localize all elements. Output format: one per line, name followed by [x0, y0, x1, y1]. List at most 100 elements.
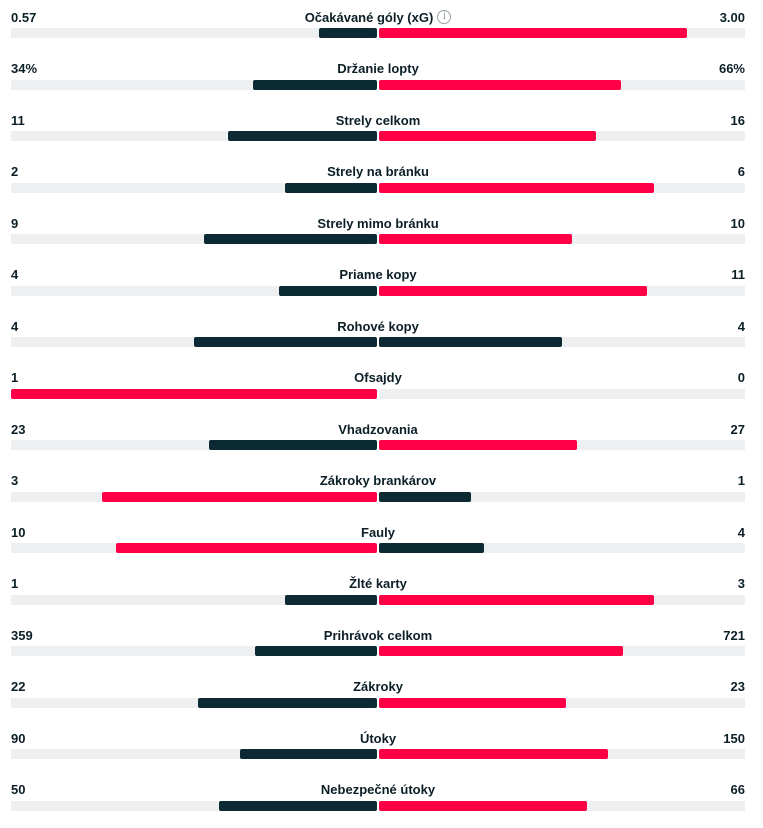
away-bar-track [379, 182, 745, 193]
away-bar-track [379, 646, 745, 656]
home-bar-track [11, 543, 377, 553]
home-bar-track [11, 234, 377, 244]
home-bar-track [11, 594, 377, 605]
away-bar-track [379, 491, 745, 502]
away-bar-track [379, 749, 745, 759]
stat-labels: 4 Rohové kopy 4 [11, 317, 745, 335]
home-bar-track [11, 182, 377, 193]
away-value: 1 [737, 473, 745, 488]
home-value: 90 [11, 730, 26, 746]
stat-name: Rohové kopy [11, 319, 745, 334]
stat-name-label: Strely na bránku [327, 164, 429, 179]
stat-row: 50 Nebezpečné útoky 66 [0, 781, 763, 821]
stat-row: 1 Žlté karty 3 [0, 575, 763, 615]
home-value: 2 [11, 164, 19, 179]
home-bar-track [11, 697, 377, 708]
away-bar-fill [379, 131, 596, 141]
stat-labels: 23 Vhadzovania 27 [11, 420, 745, 438]
stat-name-label: Útoky [359, 730, 397, 746]
stat-name-label: Ofsajdy [354, 370, 402, 385]
stat-name: Útoky [11, 731, 745, 746]
stat-name: Ofsajdy [11, 370, 745, 385]
away-value: 6 [737, 164, 745, 179]
away-bar-fill [379, 79, 621, 90]
stat-name-label: Držanie lopty [337, 61, 419, 76]
away-value: 27 [730, 421, 745, 437]
away-bar-track [379, 337, 745, 347]
home-bar-fill [279, 285, 377, 296]
home-value: 10 [11, 524, 26, 540]
home-value: 4 [11, 267, 19, 282]
stat-labels: 4 Priame kopy 11 [11, 266, 745, 284]
away-value: 150 [723, 730, 745, 746]
stat-labels: 34% Držanie lopty 66% [11, 60, 745, 78]
stat-name: Prihrávok celkom [11, 628, 745, 643]
stat-name-label: Prihrávok celkom [323, 627, 433, 643]
stat-name-label: Priame kopy [339, 267, 417, 282]
home-bar-track [11, 79, 377, 90]
info-icon[interactable]: i [437, 10, 452, 24]
stat-row: 90 Útoky 150 [0, 729, 763, 769]
away-value: 66 [730, 782, 745, 797]
stat-labels: 10 Fauly 4 [11, 523, 745, 541]
stat-row: 22 Zákroky 23 [0, 678, 763, 718]
stat-name-label: Vhadzovania [338, 421, 418, 437]
home-bar-fill [194, 337, 377, 347]
home-bar-fill [209, 440, 377, 450]
away-bar-fill [379, 337, 562, 347]
stat-labels: 359 Prihrávok celkom 721 [11, 626, 745, 644]
home-bar-track [11, 800, 377, 811]
home-bar-track [11, 749, 377, 759]
stat-name-label: Zákroky brankárov [319, 473, 437, 488]
home-value: 23 [11, 421, 26, 437]
home-bar-track [11, 28, 377, 38]
home-bar-fill [204, 234, 377, 244]
home-bar-fill [11, 388, 377, 399]
stat-row: 3 Zákroky brankárov 1 [0, 472, 763, 512]
away-bar-track [379, 234, 745, 244]
home-value: 4 [11, 318, 19, 334]
home-bar-fill [253, 79, 377, 90]
home-bar-fill [255, 646, 377, 656]
away-bar-track [379, 800, 745, 811]
home-value: 359 [11, 627, 33, 643]
home-bar-track [11, 440, 377, 450]
stat-name-label: Zákroky [353, 679, 403, 694]
stat-name-label: Nebezpečné útoky [320, 782, 436, 797]
away-bar-track [379, 388, 745, 399]
away-bar-fill [379, 697, 566, 708]
away-bar-fill [379, 28, 687, 38]
stat-row: 11 Strely celkom 16 [0, 111, 763, 151]
away-value: 3 [737, 576, 745, 591]
away-bar-track [379, 131, 745, 141]
away-bar-track [379, 594, 745, 605]
stat-row: 0.57 Očakávané góly (xG) i 3.00 [0, 8, 763, 48]
home-value: 3 [11, 473, 19, 488]
away-bar-fill [379, 594, 654, 605]
stat-name-label: Fauly [361, 524, 395, 540]
home-bar-track [11, 337, 377, 347]
home-bar-track [11, 285, 377, 296]
away-bar-fill [379, 182, 654, 193]
stat-row: 34% Držanie lopty 66% [0, 60, 763, 100]
home-bar-fill [285, 182, 377, 193]
stat-name: Priame kopy [11, 267, 745, 282]
away-bar-track [379, 28, 745, 38]
stat-row: 9 Strely mimo bránku 10 [0, 214, 763, 254]
stat-name-label: Očakávané góly (xG) [304, 9, 434, 25]
stat-labels: 90 Útoky 150 [11, 729, 745, 747]
home-bar-track [11, 388, 377, 399]
stat-name: Strely mimo bránku [11, 216, 745, 231]
home-bar-fill [285, 594, 377, 605]
stat-name: Očakávané góly (xG) i [11, 10, 745, 25]
home-value: 9 [11, 215, 19, 231]
away-bar-fill [379, 491, 471, 502]
stat-row: 4 Rohové kopy 4 [0, 317, 763, 357]
home-bar-fill [219, 800, 377, 811]
away-value: 10 [730, 215, 745, 231]
home-value: 22 [11, 679, 26, 694]
stat-name: Žlté karty [11, 576, 745, 591]
away-value: 66% [718, 61, 745, 76]
away-bar-track [379, 440, 745, 450]
